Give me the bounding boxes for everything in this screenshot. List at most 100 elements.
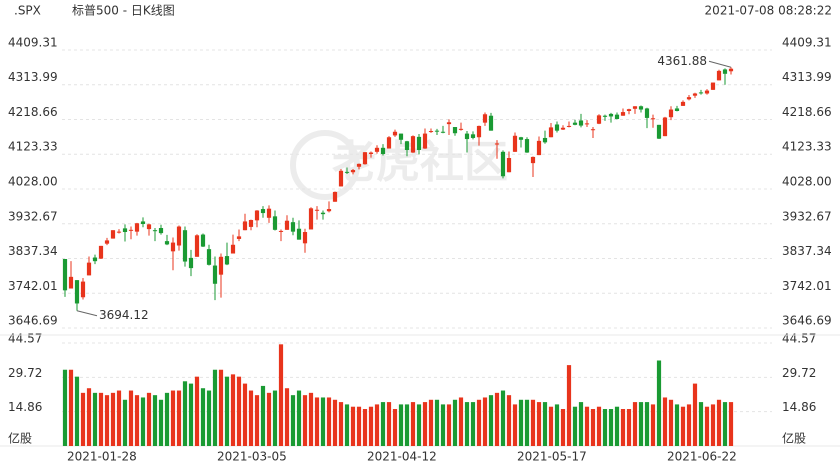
volume-bar: [212, 369, 218, 446]
candle-body: [488, 115, 494, 131]
candle-body: [482, 114, 488, 123]
volume-bar: [146, 392, 152, 446]
candle-body: [326, 209, 332, 212]
candle-body: [200, 234, 206, 247]
volume-bar: [260, 385, 266, 446]
y-tick-label: 3932.67: [8, 209, 58, 223]
volume-bar: [548, 406, 554, 446]
volume-bar: [80, 392, 86, 446]
candle-body: [542, 137, 548, 143]
candle-body: [332, 191, 338, 202]
candle-body: [212, 265, 218, 284]
candle-body: [260, 209, 266, 214]
candle-body: [578, 120, 584, 126]
candle-body: [728, 68, 734, 72]
candle-body: [140, 221, 146, 224]
volume-bar: [122, 399, 128, 446]
volume-bar: [368, 406, 374, 446]
volume-bar: [218, 369, 224, 446]
volume-bar: [566, 365, 572, 446]
candle-body: [380, 147, 386, 155]
volume-bar: [350, 406, 356, 446]
y-tick-label: 4409.31: [8, 36, 58, 50]
volume-bar: [494, 392, 500, 446]
volume-bar: [476, 399, 482, 446]
candle-body: [704, 90, 710, 94]
volume-bar: [638, 402, 644, 446]
candle-body: [452, 127, 458, 134]
volume-bar: [98, 392, 104, 446]
candle-body: [674, 108, 680, 111]
volume-bar: [290, 395, 296, 446]
candle-body: [410, 136, 416, 153]
volume-unit-right: 亿股: [782, 431, 806, 446]
volume-bar: [560, 409, 566, 446]
candle-body: [80, 281, 86, 298]
candle-body: [440, 131, 446, 133]
volume-bar: [482, 397, 488, 446]
candle-body: [104, 240, 110, 244]
candle-body: [320, 212, 326, 215]
volume-bar: [182, 381, 188, 446]
y-tick-label-right: 3932.67: [782, 209, 832, 223]
candle-body: [638, 106, 644, 110]
volume-bar: [302, 395, 308, 446]
volume-bar: [542, 402, 548, 446]
candle-body: [350, 170, 356, 173]
candle-body: [656, 124, 662, 139]
candle-body: [146, 224, 152, 230]
candle-body: [692, 93, 698, 96]
volume-bar: [434, 399, 440, 446]
candle-body: [152, 230, 158, 232]
candle-body: [218, 256, 224, 275]
candle-body: [170, 242, 176, 252]
volume-bar: [158, 399, 164, 446]
volume-bar: [194, 376, 200, 446]
candle-body: [194, 235, 200, 257]
candle-body: [284, 220, 290, 230]
y2-tick-label: 29.72: [8, 366, 42, 380]
volume-bar: [464, 402, 470, 446]
volume-bar: [206, 390, 212, 446]
candle-body: [590, 129, 596, 131]
volume-bar: [692, 383, 698, 446]
volume-bar: [674, 404, 680, 446]
volume-bar: [326, 397, 332, 446]
candle-body: [608, 113, 614, 117]
volume-bar: [416, 404, 422, 446]
candle-body: [710, 82, 716, 90]
candle-body: [560, 127, 566, 130]
volume-bar: [524, 399, 530, 446]
volume-bar: [620, 409, 626, 446]
candle-body: [92, 257, 98, 262]
volume-bar: [644, 402, 650, 446]
candle-body: [362, 152, 368, 165]
candle-body: [500, 151, 506, 177]
volume-bar: [92, 392, 98, 446]
volume-unit: 亿股: [8, 431, 32, 446]
y-tick-label-right: 3742.01: [782, 279, 832, 293]
candle-body: [290, 222, 296, 232]
volume-bar: [404, 404, 410, 446]
candle-body: [572, 122, 578, 125]
y2-tick-label: 44.57: [8, 332, 42, 346]
candle-body: [236, 236, 242, 239]
candle-body: [110, 230, 116, 239]
y-tick-label: 3837.34: [8, 244, 58, 258]
volume-bar: [170, 390, 176, 446]
volume-bar: [698, 402, 704, 446]
volume-bar: [614, 406, 620, 446]
candle-body: [296, 228, 302, 240]
candle-body: [512, 135, 518, 152]
candle-body: [98, 245, 104, 259]
volume-bar: [728, 402, 734, 446]
volume-bar: [134, 395, 140, 446]
volume-bar: [314, 397, 320, 446]
y-tick-label: 4123.33: [8, 140, 58, 154]
volume-bar: [584, 406, 590, 446]
candle-body: [266, 208, 272, 218]
candle-body: [470, 134, 476, 138]
candle-body: [650, 118, 656, 120]
x-tick-label: 2021-03-05: [217, 450, 287, 464]
